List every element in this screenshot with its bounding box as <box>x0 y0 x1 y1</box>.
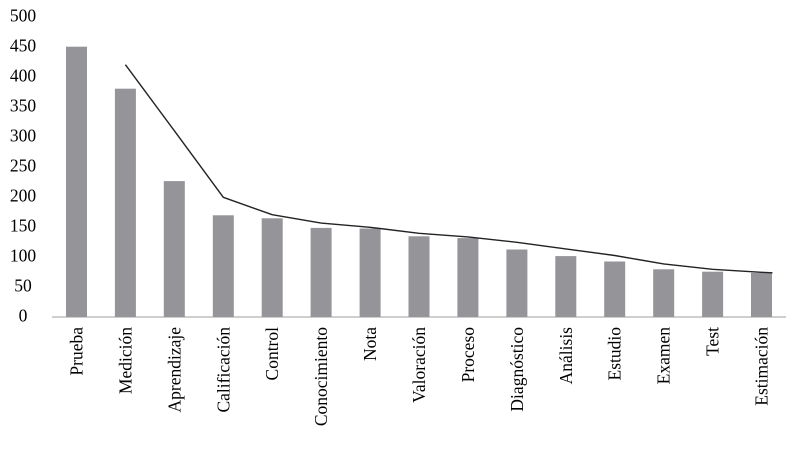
bar-control <box>261 218 283 317</box>
x-axis-category-label: Conocimiento <box>311 327 331 426</box>
bar-prueba <box>66 46 87 317</box>
x-axis-category-label: Prueba <box>66 327 86 376</box>
x-axis-category-label: Medición <box>115 327 135 394</box>
y-axis-tick-label: 300 <box>10 125 37 145</box>
y-axis-tick-label: 150 <box>10 215 37 235</box>
y-axis-tick-label: 100 <box>10 245 37 265</box>
x-axis-category-label: Valoración <box>409 327 429 403</box>
y-axis-tick-label: 250 <box>10 155 37 175</box>
x-axis-category-label: Control <box>262 327 282 381</box>
x-axis-category-label: Análisis <box>556 327 576 385</box>
x-axis-category-label: Estimación <box>751 327 771 406</box>
bar-nota <box>359 228 381 317</box>
bar-análisis <box>555 256 577 317</box>
x-axis-category-label: Examen <box>654 327 674 385</box>
bar-valoración <box>408 236 430 317</box>
bar-test <box>702 271 724 317</box>
y-axis-tick-label: 0 <box>19 305 28 325</box>
y-axis-tick-label: 450 <box>10 35 37 55</box>
x-axis-category-label: Estudio <box>605 327 625 381</box>
y-axis-tick-label: 500 <box>10 5 37 25</box>
x-axis-category-label: Test <box>703 327 723 356</box>
bar-estudio <box>604 261 626 317</box>
bar-conocimiento <box>310 227 332 317</box>
x-axis-category-label: Proceso <box>458 327 478 383</box>
bar-examen <box>653 269 675 317</box>
y-axis-tick-label: 400 <box>10 65 37 85</box>
bar-medición <box>114 88 136 317</box>
x-axis-category-label: Diagnóstico <box>507 327 527 412</box>
bar-diagnóstico <box>506 249 528 317</box>
x-axis-category-label: Calificación <box>213 327 233 413</box>
bar-calificación <box>212 215 234 317</box>
y-axis-tick-label: 200 <box>10 185 37 205</box>
bar-aprendizaje <box>163 181 185 317</box>
y-axis-tick-label: 50 <box>14 275 32 295</box>
y-axis-tick-label: 350 <box>10 95 37 115</box>
x-axis-category-label: Aprendizaje <box>164 327 184 413</box>
trend-line <box>124 64 773 274</box>
bar-estimación <box>751 272 772 317</box>
x-axis-category-label: Nota <box>360 327 380 361</box>
bar-proceso <box>457 238 479 317</box>
